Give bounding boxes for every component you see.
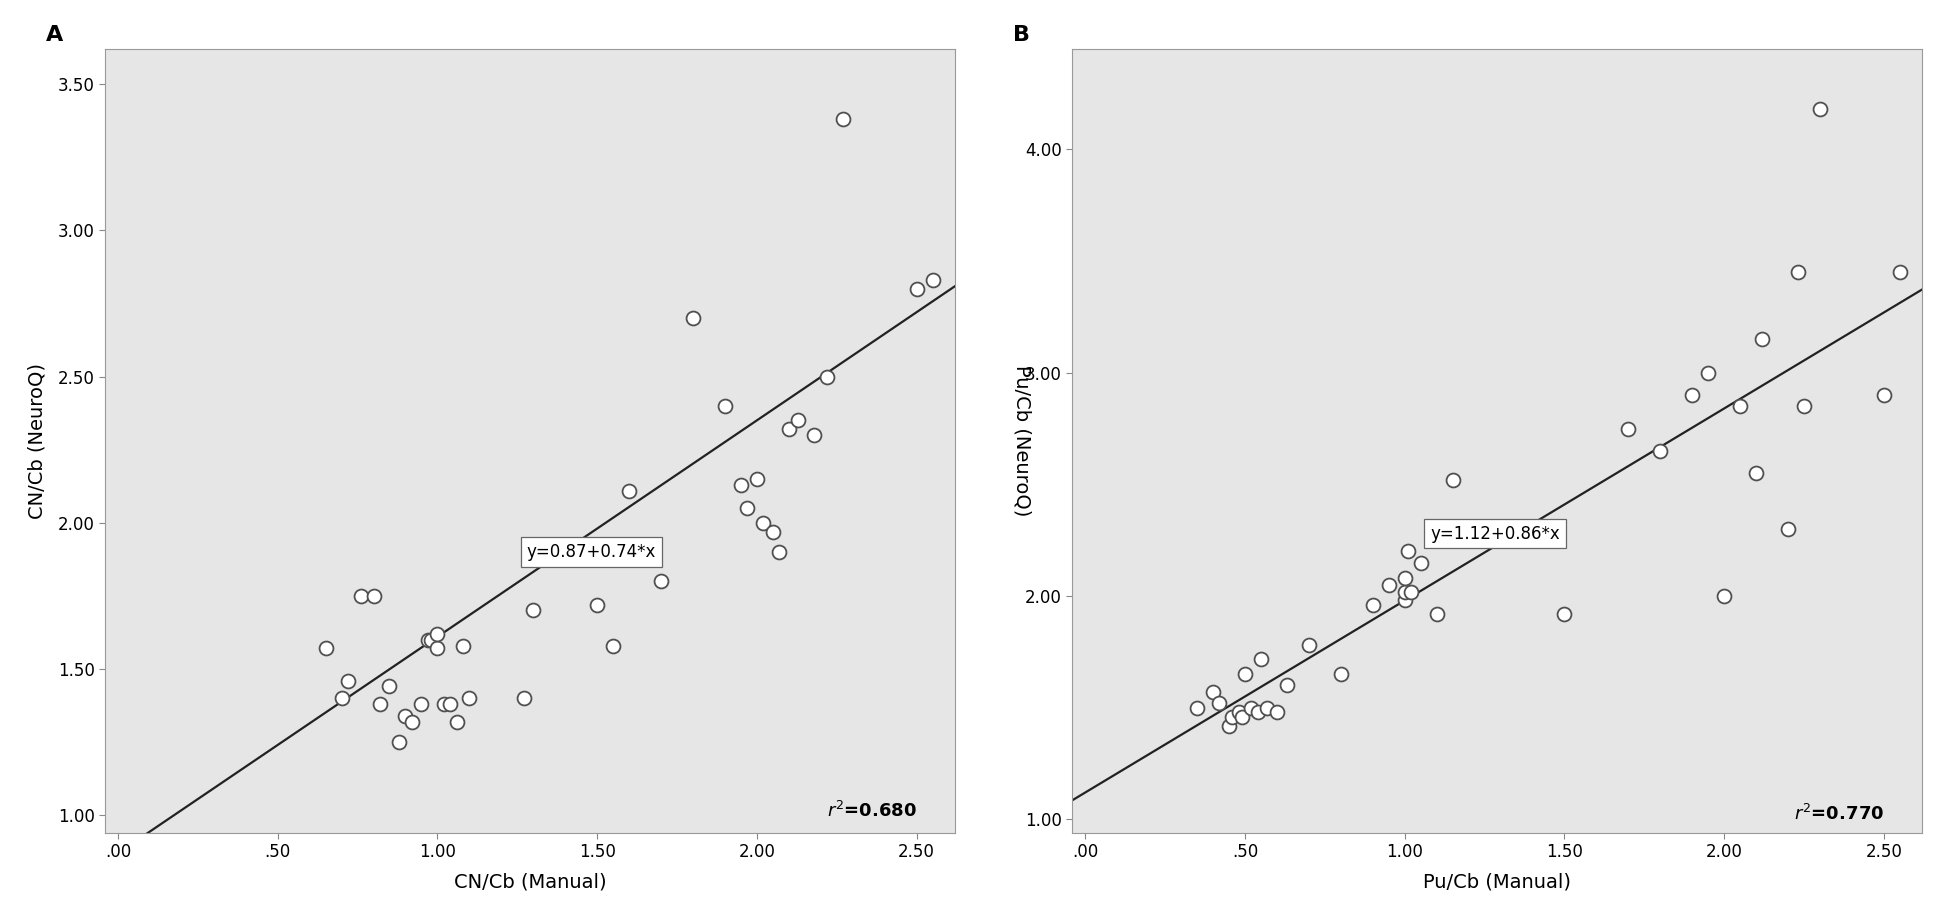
Point: [1223, 705, 1254, 720]
Point: [1213, 718, 1244, 732]
Point: [725, 477, 757, 492]
Point: [1422, 607, 1453, 621]
Point: [1228, 667, 1260, 682]
Point: [782, 413, 813, 427]
Point: [1326, 667, 1357, 682]
Point: [710, 399, 741, 414]
Point: [326, 691, 357, 706]
Point: [1708, 589, 1739, 604]
Point: [411, 632, 443, 647]
Point: [916, 273, 948, 288]
Point: [384, 734, 415, 749]
Point: [454, 691, 486, 706]
Point: [1388, 571, 1420, 585]
Point: [406, 697, 437, 711]
Point: [447, 638, 478, 652]
Point: [421, 641, 452, 656]
Point: [310, 641, 341, 656]
Point: [1236, 700, 1268, 715]
Point: [421, 627, 452, 641]
Point: [1868, 388, 1899, 403]
Point: [1773, 522, 1804, 537]
Point: [415, 632, 447, 647]
Point: [429, 697, 460, 711]
Point: [731, 501, 762, 516]
Point: [1373, 577, 1404, 592]
Point: [1884, 265, 1915, 279]
Point: [1293, 638, 1324, 652]
Point: [1227, 709, 1258, 724]
Point: [359, 588, 390, 603]
Text: y=0.87+0.74*x: y=0.87+0.74*x: [526, 543, 657, 561]
Point: [1747, 332, 1778, 346]
Point: [1262, 705, 1293, 720]
Point: [1388, 593, 1420, 607]
Point: [1252, 700, 1283, 715]
Point: [1388, 584, 1420, 599]
Point: [509, 691, 540, 706]
Point: [1644, 444, 1675, 459]
Point: [1242, 705, 1273, 720]
Point: [1693, 366, 1724, 380]
Point: [1724, 399, 1755, 414]
Text: $r^2$=0.680: $r^2$=0.680: [827, 800, 916, 821]
Point: [677, 311, 708, 325]
Point: [581, 597, 612, 612]
Point: [747, 516, 778, 530]
Point: [1741, 466, 1773, 481]
Y-axis label: CN/Cb (NeuroQ): CN/Cb (NeuroQ): [27, 363, 47, 519]
Point: [1548, 607, 1580, 621]
Point: [1804, 102, 1835, 117]
Point: [1788, 399, 1819, 414]
Text: A: A: [45, 26, 62, 46]
Point: [1406, 555, 1437, 570]
Point: [390, 709, 421, 723]
Point: [1217, 709, 1248, 724]
Point: [1203, 696, 1234, 710]
X-axis label: Pu/Cb (Manual): Pu/Cb (Manual): [1424, 872, 1572, 891]
Y-axis label: Pu/Cb (NeuroQ): Pu/Cb (NeuroQ): [1012, 365, 1032, 516]
Point: [1357, 597, 1388, 612]
Point: [374, 679, 406, 694]
Point: [764, 545, 796, 560]
Point: [517, 603, 548, 618]
Point: [1182, 700, 1213, 715]
Point: [435, 697, 466, 711]
Text: $r^2$=0.770: $r^2$=0.770: [1794, 803, 1884, 823]
Point: [901, 281, 932, 296]
Point: [800, 427, 831, 442]
Point: [614, 483, 645, 498]
Point: [811, 369, 842, 384]
Point: [645, 573, 677, 588]
Point: [1677, 388, 1708, 403]
Point: [1396, 584, 1427, 599]
Point: [332, 674, 363, 688]
Point: [345, 588, 376, 603]
X-axis label: CN/Cb (Manual): CN/Cb (Manual): [454, 872, 606, 891]
Point: [1271, 678, 1303, 693]
Point: [1782, 265, 1814, 279]
Point: [741, 471, 772, 486]
Point: [1437, 472, 1468, 487]
Point: [774, 422, 805, 437]
Point: [757, 524, 788, 539]
Point: [1392, 544, 1424, 559]
Text: y=1.12+0.86*x: y=1.12+0.86*x: [1429, 525, 1560, 542]
Point: [597, 638, 628, 652]
Point: [1613, 421, 1644, 436]
Point: [441, 714, 472, 729]
Point: [1246, 652, 1277, 666]
Point: [396, 714, 427, 729]
Point: [1197, 685, 1228, 699]
Text: B: B: [1012, 26, 1030, 46]
Point: [365, 697, 396, 711]
Point: [827, 112, 858, 127]
